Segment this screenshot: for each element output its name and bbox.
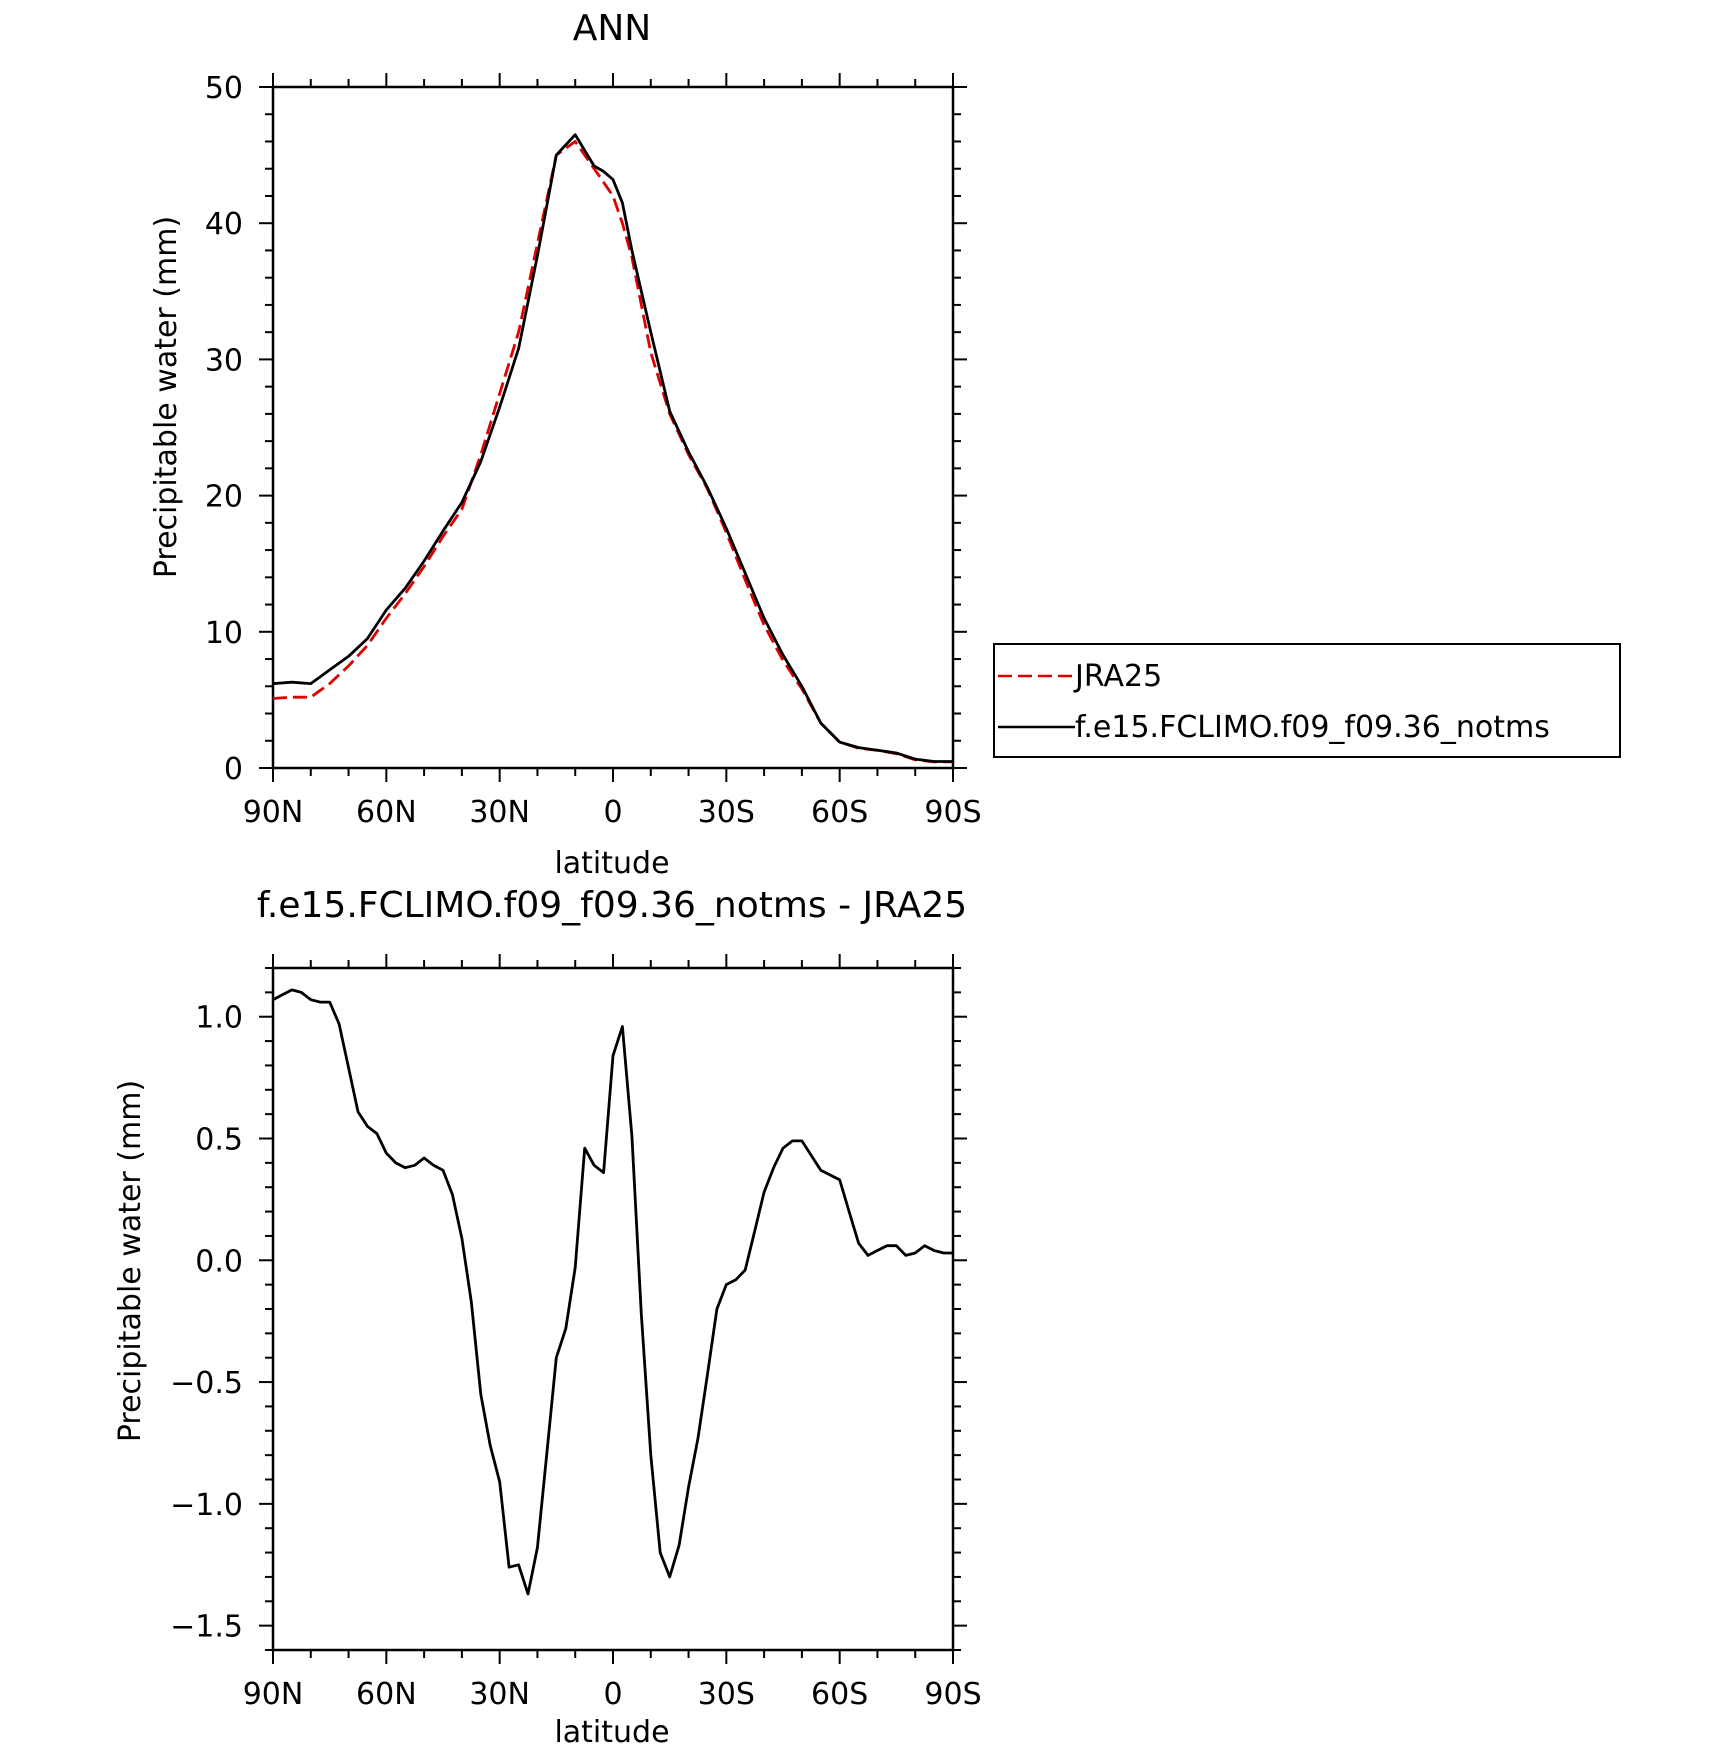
plot-frame xyxy=(271,85,955,770)
x-tick-label: 90S xyxy=(924,795,981,830)
chart-title: ANN xyxy=(573,8,652,49)
x-tick-label: 0 xyxy=(603,795,622,830)
legend-label-model: f.e15.FCLIMO.f09_f09.36_notms xyxy=(1075,710,1550,745)
difference-panel: f.e15.FCLIMO.f09_f09.36_notms - JRA25 Pr… xyxy=(113,885,982,1745)
chart-title: f.e15.FCLIMO.f09_f09.36_notms - JRA25 xyxy=(257,885,967,926)
x-tick-label: 30S xyxy=(698,1677,755,1712)
y-tick-label: 20 xyxy=(205,480,243,515)
y-tick-label: 10 xyxy=(205,616,243,651)
series-line-jra25 xyxy=(272,140,953,764)
y-axis-label: Precipitable water (mm) xyxy=(149,216,184,578)
x-tick-label: 90N xyxy=(243,1677,304,1712)
x-tick-label: 90S xyxy=(924,1677,981,1712)
plot-area: 90N 60N 30N 0 30S 60S 90S −1.5 −1.0 −0.5 0.0 0.5 1.0 xyxy=(170,954,982,1712)
y-tick-label: −1.0 xyxy=(170,1488,243,1523)
series-line-difference xyxy=(272,988,953,1596)
x-tick-label: 30N xyxy=(469,1677,530,1712)
x-tick-label: 0 xyxy=(603,1677,622,1712)
legend-label-jra25: JRA25 xyxy=(1073,659,1162,694)
x-tick-label: 60N xyxy=(356,1677,417,1712)
x-axis-label: latitude xyxy=(554,846,669,881)
y-tick-label: 1.0 xyxy=(195,1001,243,1036)
y-tick-label: 40 xyxy=(205,207,243,242)
x-tick-label: 90N xyxy=(243,795,304,830)
y-tick-label: −0.5 xyxy=(170,1366,243,1401)
y-axis-label: Precipitable water (mm) xyxy=(113,1080,148,1442)
y-tick-label: 30 xyxy=(205,343,243,378)
y-tick-label: −1.5 xyxy=(170,1610,243,1645)
mean-precipitable-water-panel: ANN Precipitable water (mm) latitude 90N… xyxy=(149,8,1621,881)
legend: JRA25 f.e15.FCLIMO.f09_f09.36_notms xyxy=(993,643,1621,758)
x-tick-label: 60S xyxy=(811,1677,868,1712)
x-axis-label: latitude xyxy=(554,1715,669,1745)
x-tick-label: 30N xyxy=(469,795,530,830)
y-tick-label: 0.0 xyxy=(195,1244,243,1279)
y-tick-label: 0 xyxy=(224,752,243,787)
series-line-f-e15-fclimo-f09-f09-36-notms xyxy=(272,133,953,763)
y-tick-label: 50 xyxy=(205,71,243,106)
x-tick-label: 60S xyxy=(811,795,868,830)
plot-area: 90N 60N 30N 0 30S 60S 90S 0 10 20 30 40 50 xyxy=(205,71,982,830)
y-tick-label: 0.5 xyxy=(195,1123,243,1158)
x-tick-label: 30S xyxy=(698,795,755,830)
x-tick-label: 60N xyxy=(356,795,417,830)
legend-box xyxy=(993,643,1621,758)
